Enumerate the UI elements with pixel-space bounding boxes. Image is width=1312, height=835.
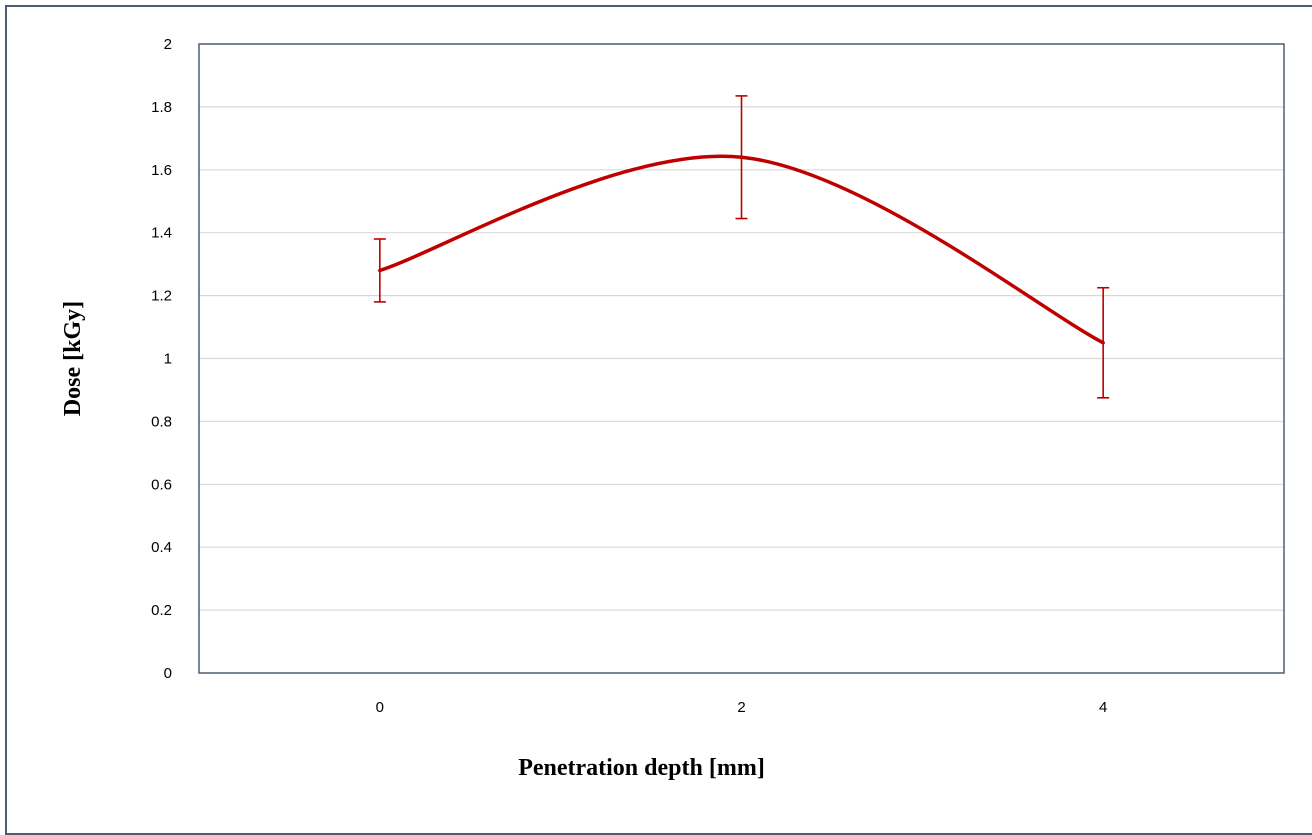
- dose-depth-chart: 0 0.2 0.4 0.6 0.8 1 1.2 1.4 1.6 1.8 2 0 2 4 Penetrat…: [60, 36, 1285, 781]
- y-tick-label: 1.6: [151, 162, 172, 179]
- series-line-0: [378, 154, 1105, 345]
- x-tick-label: 0: [376, 699, 384, 716]
- y-tick-label: 1.4: [151, 225, 172, 242]
- x-tick-labels: 0 2 4: [376, 699, 1108, 716]
- y-tick-label: 0.4: [151, 539, 172, 556]
- y-tick-label: 2: [164, 36, 172, 53]
- y-axis-title: Dose [kGy]: [60, 301, 86, 416]
- x-axis-title: Penetration depth [mm]: [518, 755, 765, 781]
- y-tick-label: 1: [164, 351, 172, 368]
- plot-area-border: [198, 43, 1285, 674]
- y-tick-label: 1.2: [151, 288, 172, 305]
- x-tick-label: 4: [1099, 699, 1107, 716]
- y-tick-labels: 0 0.2 0.4 0.6 0.8 1 1.2 1.4 1.6 1.8 2: [151, 36, 172, 682]
- y-tick-label: 1.8: [151, 99, 172, 116]
- y-tick-label: 0: [164, 665, 172, 682]
- y-tick-label: 0.6: [151, 476, 172, 493]
- series-lines: [378, 154, 1105, 345]
- y-tick-label: 0.8: [151, 413, 172, 430]
- error-bars: [373, 95, 1110, 399]
- y-tick-label: 0.2: [151, 602, 172, 619]
- x-tick-label: 2: [737, 699, 745, 716]
